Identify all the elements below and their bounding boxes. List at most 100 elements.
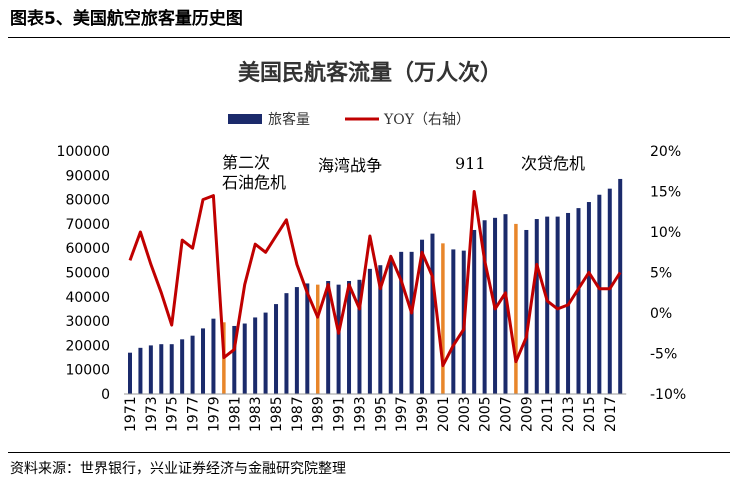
x-tick-label-1991: 1991 [332, 396, 348, 432]
legend: 旅客量 YOY（右轴） [228, 111, 470, 128]
y-right-tick-label: 15% [650, 185, 681, 201]
figure-title: 图表5、美国航空旅客量历史图 [10, 9, 243, 29]
y-right-tick-label: 10% [650, 225, 681, 241]
legend-swatch-bar [228, 114, 262, 124]
bar-1985 [274, 304, 279, 394]
x-tick-label-2003: 2003 [457, 396, 473, 432]
chart-title: 美国民航客流量（万人次） [238, 60, 502, 86]
bar-2009 [524, 229, 529, 394]
bar-1982 [242, 323, 247, 394]
top-rule [8, 37, 730, 38]
y-left-tick-label: 20000 [65, 338, 110, 354]
y-axis-right: -10% -5% 0% 5% 10% 15% 20% [650, 144, 686, 403]
bar-1987 [294, 287, 299, 394]
y-left-tick-label: 50000 [65, 266, 110, 282]
yoy-line [128, 190, 622, 368]
y-right-tick-label: 0% [650, 306, 672, 322]
bar-2014 [576, 208, 581, 394]
bar-1993 [357, 279, 362, 394]
annotation-911: 911 [455, 154, 486, 173]
x-tick-label-1971: 1971 [123, 396, 139, 432]
x-tick-label-1977: 1977 [186, 396, 202, 432]
y-right-tick-label: -5% [650, 347, 677, 363]
x-tick-label-2005: 2005 [478, 396, 494, 432]
bar-1972 [138, 347, 143, 394]
y-left-tick-label: 30000 [65, 314, 110, 330]
x-tick-label-1973: 1973 [144, 396, 160, 432]
x-tick-label-2013: 2013 [561, 396, 577, 432]
x-tick-label-1975: 1975 [165, 396, 181, 432]
bar-1981 [232, 325, 237, 394]
x-tick-label-1989: 1989 [311, 396, 327, 432]
passenger-chart: 美国民航客流量（万人次） 旅客量 YOY（右轴） 0 10000 20000 3000… [57, 60, 687, 432]
bar-2002 [451, 249, 456, 394]
x-tick-label-2009: 2009 [519, 396, 535, 432]
bar-1997 [399, 251, 404, 394]
bar-2004 [472, 229, 477, 394]
bar-2018 [618, 178, 623, 394]
x-tick-label-2007: 2007 [498, 396, 514, 432]
bar-1975 [169, 344, 174, 394]
bar-2001 [441, 243, 445, 394]
annotation-oil-crisis-line2: 石油危机 [222, 173, 286, 192]
x-tick-label-1999: 1999 [415, 396, 431, 432]
bar-1995 [378, 265, 383, 394]
x-tick-label-2017: 2017 [603, 396, 619, 432]
bar-1992 [347, 281, 352, 394]
x-tick-label-2011: 2011 [540, 396, 556, 432]
y-left-tick-label: 0 [101, 387, 110, 403]
y-left-tick-label: 40000 [65, 290, 110, 306]
bar-1990 [326, 281, 331, 394]
bar-2012 [555, 216, 560, 394]
bar-2005 [482, 220, 487, 394]
bar-1978 [201, 328, 206, 394]
annotation-oil-crisis: 第二次 石油危机 [222, 153, 286, 192]
bar-1994 [367, 268, 372, 394]
bar-1999 [420, 239, 425, 394]
x-tick-label-1985: 1985 [269, 396, 285, 432]
legend-label-line: YOY（右轴） [383, 112, 470, 128]
bar-1984 [263, 312, 268, 394]
y-axis-left: 0 10000 20000 30000 40000 50000 60000 70000 8000… [57, 144, 110, 403]
x-tick-label-1993: 1993 [352, 396, 368, 432]
bar-1989 [315, 284, 320, 394]
bar-1986 [284, 293, 289, 394]
bar-1974 [159, 344, 164, 394]
bar-2008 [514, 223, 518, 394]
bar-1977 [190, 335, 195, 394]
y-left-tick-label: 10000 [65, 363, 110, 379]
y-left-tick-label: 80000 [65, 193, 110, 209]
y-left-tick-label: 100000 [57, 144, 110, 160]
legend-label-bar: 旅客量 [268, 111, 310, 128]
bar-1996 [388, 259, 393, 394]
annotation-oil-crisis-line1: 第二次 [222, 153, 270, 172]
bar-1976 [180, 339, 185, 394]
bar-1991 [336, 284, 341, 394]
bar-2015 [586, 202, 591, 394]
annotations: 第二次 石油危机 海湾战争 911 次贷危机 [222, 153, 585, 192]
bar-2010 [534, 219, 539, 394]
x-tick-label-1983: 1983 [248, 396, 264, 432]
x-tick-label-1997: 1997 [394, 396, 410, 432]
x-tick-label-1987: 1987 [290, 396, 306, 432]
x-tick-label-1981: 1981 [227, 396, 243, 432]
x-tick-label-2015: 2015 [582, 396, 598, 432]
annotation-subprime-crisis: 次贷危机 [521, 154, 585, 173]
bar-2007 [503, 214, 508, 394]
bar-2016 [597, 194, 602, 394]
bar-1998 [409, 251, 414, 394]
bar-1988 [305, 283, 310, 394]
x-tick-label-1995: 1995 [373, 396, 389, 432]
bar-1971 [128, 352, 132, 394]
source-note: 资料来源：世界银行，兴业证券经济与金融研究院整理 [10, 461, 346, 477]
annotation-gulf-war: 海湾战争 [318, 156, 382, 175]
x-axis: 1971 1973 1975 1977 1979 1981 1983 1985 1987 1989… [123, 396, 619, 432]
bottom-rule [8, 452, 730, 453]
y-left-tick-label: 60000 [65, 241, 110, 257]
bar-2017 [607, 188, 612, 394]
x-tick-label-2001: 2001 [436, 396, 452, 432]
bar-1979 [211, 318, 216, 394]
bar-series [128, 178, 623, 394]
bar-2011 [545, 216, 550, 394]
bar-1973 [148, 345, 153, 394]
